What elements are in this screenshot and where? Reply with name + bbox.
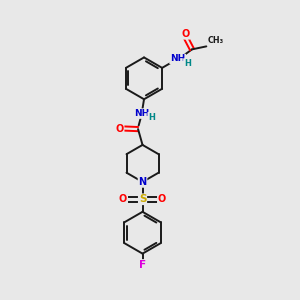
Text: CH₃: CH₃ xyxy=(208,36,224,45)
Text: F: F xyxy=(139,260,146,270)
Text: O: O xyxy=(181,29,190,39)
Text: S: S xyxy=(139,194,146,204)
Text: H: H xyxy=(184,59,191,68)
Text: NH: NH xyxy=(170,54,185,63)
Text: O: O xyxy=(119,194,127,204)
Text: H: H xyxy=(148,113,155,122)
Text: NH: NH xyxy=(134,109,149,118)
Text: O: O xyxy=(158,194,166,204)
Text: O: O xyxy=(116,124,124,134)
Text: N: N xyxy=(139,177,147,187)
